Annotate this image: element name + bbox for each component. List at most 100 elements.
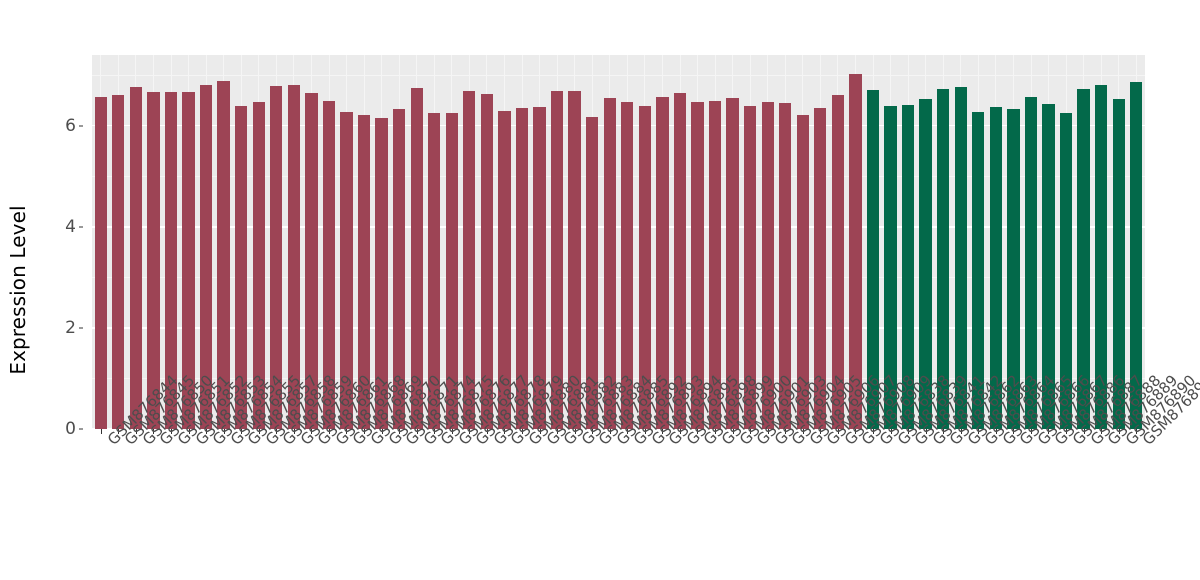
x-axis-tick-label: GSM876904: [771, 371, 848, 448]
x-axis-tick-label: GSM876860: [297, 371, 374, 448]
x-axis-tick-label: GSM876838: [876, 371, 953, 448]
bar[interactable]: [743, 106, 757, 429]
gridline-major: [92, 226, 1145, 228]
x-axis-tick-label: GSM876887: [1069, 371, 1146, 448]
x-axis-tick-mark: [785, 429, 787, 434]
bar[interactable]: [357, 114, 371, 429]
gridline-major: [92, 327, 1145, 329]
bar[interactable]: [270, 85, 283, 429]
bar[interactable]: [603, 97, 616, 429]
bar[interactable]: [445, 112, 458, 429]
bar[interactable]: [691, 102, 704, 429]
x-axis-tick-mark: [1048, 429, 1050, 434]
x-axis-tick-mark: [644, 429, 646, 434]
bar[interactable]: [550, 91, 564, 429]
bar[interactable]: [287, 85, 300, 429]
bar[interactable]: [884, 105, 897, 429]
bar[interactable]: [814, 107, 827, 429]
y-axis-tick-mark: [79, 226, 83, 228]
x-axis-tick-mark: [557, 429, 559, 434]
bar[interactable]: [428, 113, 441, 429]
bar[interactable]: [673, 92, 687, 429]
bar[interactable]: [199, 84, 213, 429]
bar[interactable]: [322, 101, 336, 429]
bar[interactable]: [937, 89, 950, 429]
x-axis-tick-label: GSM876859: [279, 371, 356, 448]
bar[interactable]: [989, 106, 1002, 429]
bar[interactable]: [901, 104, 915, 429]
bar[interactable]: [217, 81, 230, 429]
x-axis-tick-mark: [627, 429, 629, 434]
bar[interactable]: [498, 110, 511, 429]
bar[interactable]: [638, 105, 651, 429]
x-axis-tick-label: GSM876894: [648, 371, 725, 448]
bar[interactable]: [129, 87, 142, 429]
x-axis-tick-mark: [1118, 429, 1120, 434]
x-axis-tick-mark: [802, 429, 804, 434]
bar[interactable]: [305, 93, 318, 429]
x-axis-tick-label: GSM876892: [613, 371, 690, 448]
bar[interactable]: [708, 100, 722, 429]
bar[interactable]: [1007, 109, 1020, 429]
y-axis-tick-label: 0: [65, 419, 76, 439]
bar[interactable]: [796, 115, 809, 429]
bar[interactable]: [761, 102, 774, 429]
x-axis-tick-mark: [223, 429, 225, 434]
bar[interactable]: [147, 91, 160, 429]
bar[interactable]: [480, 93, 493, 429]
x-axis-tick-mark: [574, 429, 576, 434]
bar[interactable]: [463, 91, 476, 429]
bar[interactable]: [182, 92, 195, 429]
bar[interactable]: [831, 94, 844, 429]
x-axis-tick-mark: [1083, 429, 1085, 434]
bar[interactable]: [1130, 82, 1143, 429]
y-axis-tick-label: 6: [65, 115, 76, 136]
bar[interactable]: [779, 103, 792, 429]
bar[interactable]: [866, 90, 880, 429]
gridline-minor: [92, 75, 1145, 76]
bar[interactable]: [1024, 96, 1038, 429]
bar[interactable]: [1094, 85, 1108, 429]
x-axis-tick-label: GSM876870: [367, 371, 444, 448]
bar[interactable]: [252, 101, 265, 429]
bar[interactable]: [235, 106, 248, 429]
x-axis-tick-label: GSM876845: [121, 371, 198, 448]
x-axis-tick-mark: [925, 429, 927, 434]
bar[interactable]: [954, 87, 967, 429]
bar[interactable]: [568, 90, 581, 429]
x-axis-tick-mark: [609, 429, 611, 434]
x-axis-tick-label: GSM876865: [999, 371, 1076, 448]
x-axis-tick-label: GSM876850: [139, 371, 216, 448]
bar[interactable]: [340, 112, 353, 429]
y-axis-tick-labels: 0 2 4 6: [44, 55, 84, 439]
bar[interactable]: [972, 111, 985, 429]
x-axis-tick-mark: [872, 429, 874, 434]
x-axis-tick-mark: [960, 429, 962, 434]
x-axis-tick-label: GSM876876: [437, 371, 514, 448]
bar[interactable]: [586, 117, 599, 429]
bar[interactable]: [1112, 99, 1125, 429]
bar[interactable]: [112, 94, 125, 429]
bar[interactable]: [392, 109, 406, 429]
bar[interactable]: [94, 96, 107, 429]
bar[interactable]: [849, 74, 862, 429]
x-axis-tick-label: GSM876893: [630, 371, 707, 448]
x-axis-tick-mark: [469, 429, 471, 434]
x-axis-tick-label: GSM876891: [1139, 371, 1200, 449]
bar[interactable]: [1042, 103, 1055, 429]
bar[interactable]: [375, 118, 388, 429]
x-axis-tick-mark: [241, 429, 243, 434]
bar[interactable]: [533, 107, 546, 429]
bar[interactable]: [164, 92, 178, 429]
bar[interactable]: [1077, 89, 1090, 429]
x-axis-tick-label: GSM876882: [543, 371, 620, 448]
bar[interactable]: [410, 87, 423, 429]
x-axis-tick-mark: [100, 429, 102, 434]
bar[interactable]: [621, 102, 634, 429]
bar[interactable]: [919, 99, 932, 429]
x-axis-tick-mark: [276, 429, 278, 434]
bar[interactable]: [515, 107, 529, 429]
bar[interactable]: [1059, 112, 1073, 429]
bar[interactable]: [726, 97, 739, 429]
bar[interactable]: [656, 97, 669, 429]
